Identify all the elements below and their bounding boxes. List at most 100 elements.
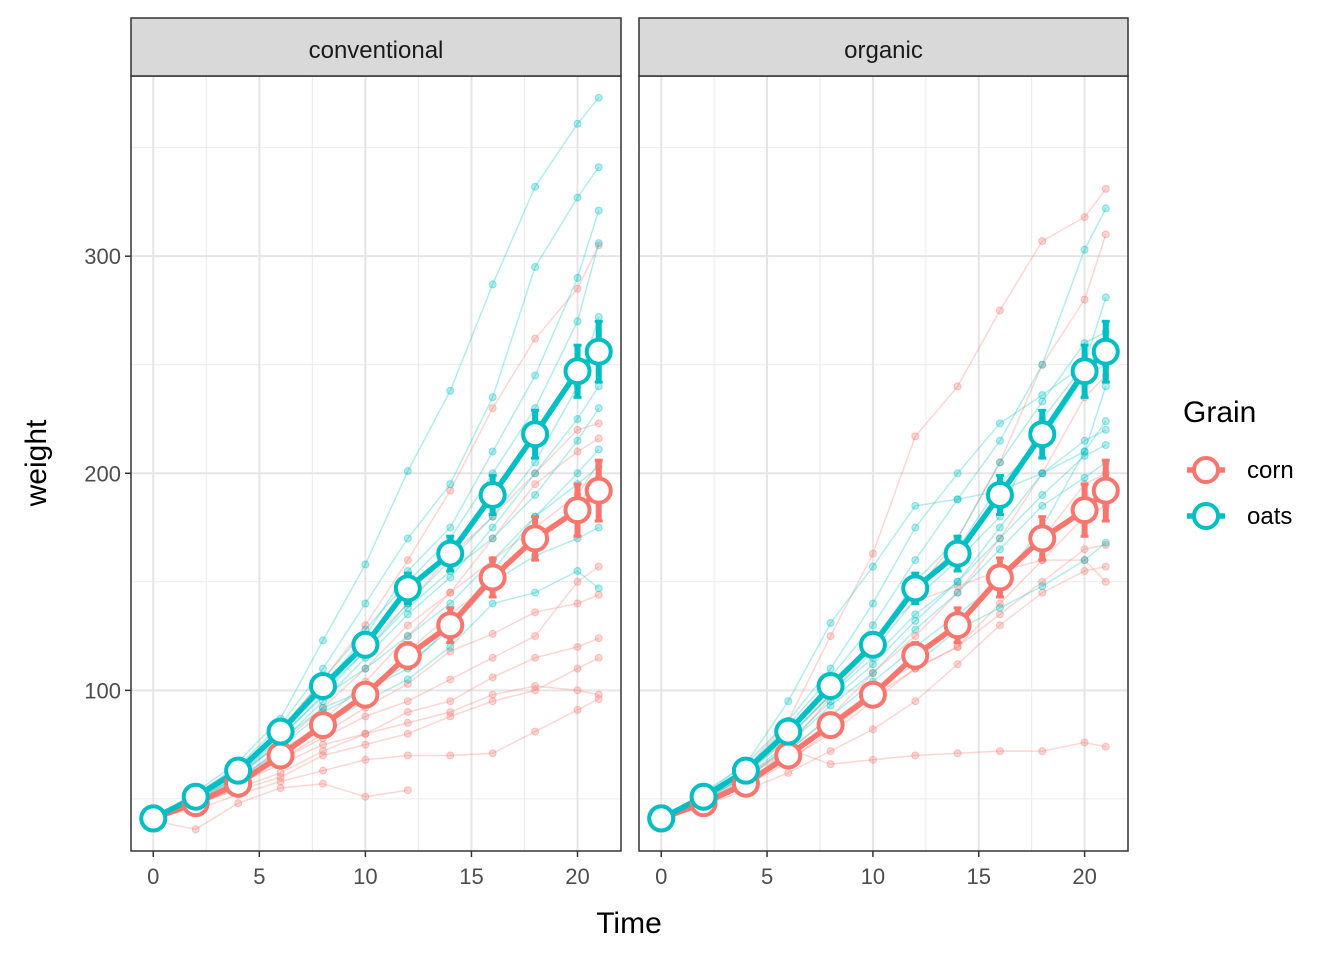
individual-point-oats — [1038, 360, 1047, 369]
individual-point-oats — [594, 404, 603, 413]
individual-point-corn — [361, 621, 370, 630]
individual-point-corn — [826, 632, 835, 641]
individual-point-corn — [318, 751, 327, 760]
individual-point-corn — [403, 679, 412, 688]
individual-point-corn — [318, 779, 327, 788]
individual-point-corn — [361, 755, 370, 764]
strip-background — [638, 17, 1129, 77]
mean-point-corn — [1028, 524, 1057, 553]
individual-point-corn — [403, 786, 412, 795]
x-axis-title: Time — [596, 907, 662, 940]
individual-point-oats — [403, 675, 412, 684]
individual-point-corn — [276, 777, 285, 786]
individual-point-oats — [1080, 447, 1089, 456]
individual-point-oats — [1038, 469, 1047, 478]
individual-point-oats — [446, 599, 455, 608]
individual-point-corn — [995, 610, 1004, 619]
individual-point-corn — [826, 747, 835, 756]
mean-point-oats — [816, 672, 845, 701]
mean-point-corn — [1091, 476, 1120, 505]
individual-point-oats — [318, 664, 327, 673]
mean-point-oats — [689, 782, 718, 811]
mean-point-corn — [985, 563, 1014, 592]
individual-point-oats — [1101, 441, 1110, 450]
individual-point-corn — [1101, 184, 1110, 193]
individual-point-corn — [488, 697, 497, 706]
x-tick-label: 20 — [1072, 864, 1096, 889]
y-tick-label: 300 — [84, 244, 121, 269]
individual-point-oats — [403, 467, 412, 476]
individual-point-oats — [911, 616, 920, 625]
individual-point-oats — [531, 458, 540, 467]
mean-point-corn — [901, 641, 930, 670]
panel-background — [131, 76, 621, 851]
individual-point-oats — [995, 603, 1004, 612]
individual-point-oats — [1080, 447, 1089, 456]
individual-point-corn — [826, 760, 835, 769]
individual-point-oats — [911, 523, 920, 532]
individual-point-oats — [911, 501, 920, 510]
individual-point-corn — [531, 686, 540, 695]
mean-point-oats — [266, 717, 295, 746]
individual-point-oats — [826, 701, 835, 710]
mean-point-oats — [224, 756, 253, 785]
individual-point-corn — [318, 747, 327, 756]
individual-point-oats — [403, 610, 412, 619]
individual-point-oats — [403, 632, 412, 641]
individual-point-oats — [1101, 425, 1110, 434]
individual-point-oats — [531, 490, 540, 499]
individual-point-oats — [953, 577, 962, 586]
individual-point-corn — [573, 577, 582, 586]
individual-point-oats — [995, 523, 1004, 532]
individual-point-corn — [784, 768, 793, 777]
individual-point-corn — [573, 447, 582, 456]
legend: Grain corn oats — [1183, 396, 1294, 530]
individual-point-oats — [318, 636, 327, 645]
individual-point-corn — [995, 458, 1004, 467]
y-axis-title: weight — [20, 419, 53, 507]
individual-point-corn — [1101, 230, 1110, 239]
individual-point-oats — [868, 599, 877, 608]
individual-point-oats — [594, 206, 603, 215]
individual-point-corn — [318, 766, 327, 775]
individual-point-oats — [594, 382, 603, 391]
x-tick-label: 10 — [861, 864, 885, 889]
individual-point-corn — [573, 664, 582, 673]
mean-point-oats — [647, 804, 676, 833]
mean-point-oats — [139, 804, 168, 833]
individual-point-corn — [488, 629, 497, 638]
individual-point-oats — [1101, 293, 1110, 302]
individual-point-corn — [531, 682, 540, 691]
individual-point-corn — [361, 729, 370, 738]
individual-point-oats — [1101, 204, 1110, 213]
x-tick-label: 20 — [565, 864, 589, 889]
individual-point-corn — [403, 729, 412, 738]
mean-point-corn — [584, 476, 613, 505]
individual-point-oats — [911, 610, 920, 619]
mean-point-oats — [858, 630, 887, 659]
individual-point-corn — [361, 740, 370, 749]
mean-point-oats — [985, 480, 1014, 509]
mean-point-corn — [943, 611, 972, 640]
individual-point-oats — [868, 621, 877, 630]
individual-point-oats — [1038, 391, 1047, 400]
individual-point-oats — [573, 566, 582, 575]
individual-point-corn — [403, 751, 412, 760]
individual-point-corn — [361, 664, 370, 673]
individual-point-corn — [488, 653, 497, 662]
individual-point-corn — [1038, 360, 1047, 369]
individual-point-oats — [868, 660, 877, 669]
individual-point-oats — [361, 599, 370, 608]
x-tick-label: 10 — [353, 864, 377, 889]
individual-point-oats — [594, 523, 603, 532]
individual-point-corn — [995, 621, 1004, 630]
individual-point-oats — [573, 273, 582, 282]
individual-point-corn — [868, 725, 877, 734]
individual-point-oats — [1101, 538, 1110, 547]
individual-point-oats — [594, 445, 603, 454]
individual-point-corn — [531, 727, 540, 736]
individual-point-corn — [488, 404, 497, 413]
individual-point-corn — [531, 480, 540, 489]
individual-point-oats — [488, 599, 497, 608]
individual-point-corn — [573, 642, 582, 651]
